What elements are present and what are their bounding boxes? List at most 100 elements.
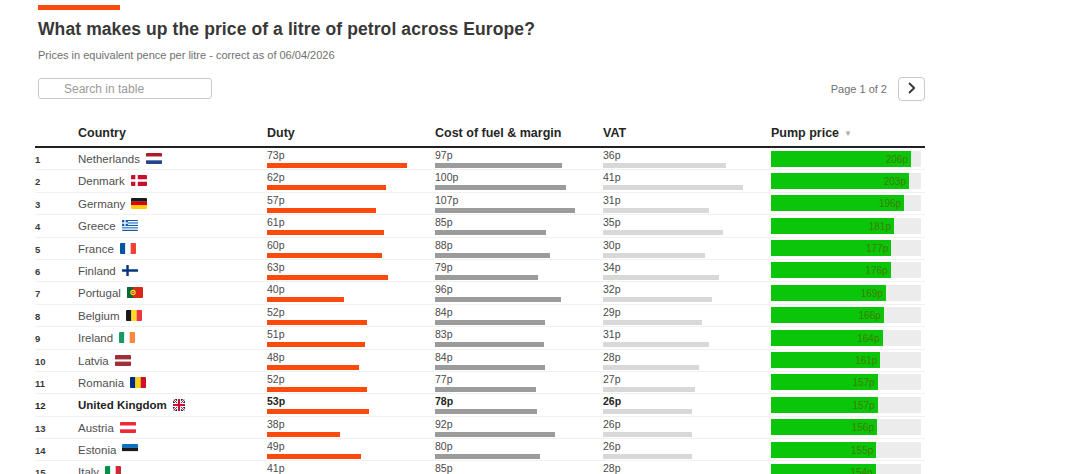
vat-bar: [603, 409, 692, 414]
rank-cell: 6: [35, 260, 78, 281]
pump-price-track: 206p: [771, 151, 921, 167]
table-row: 2 Denmark 62p 100p 41p 203p: [35, 170, 925, 192]
table-header-row: Country Duty Cost of fuel & margin VAT P…: [35, 126, 925, 148]
vat-cell: 35p: [603, 215, 771, 236]
cost-of-fuel-margin-bar: [435, 365, 545, 370]
pump-price-bar: 164p: [771, 330, 883, 346]
vat-cell: 34p: [603, 260, 771, 281]
table-row: 7 Portugal 40p 96p 32p 169p: [35, 282, 925, 304]
vat-cell: 28p: [603, 461, 771, 474]
cost-of-fuel-margin-bar: [435, 275, 538, 280]
flag-ie-icon: [119, 332, 135, 343]
pump-price-track: 177p: [771, 240, 921, 256]
cost-of-fuel-margin-bar: [435, 230, 546, 235]
pump-price-cell: 157p: [771, 372, 925, 393]
rank-cell: 1: [35, 148, 78, 169]
pump-price-cell: 166p: [771, 305, 925, 326]
vat-cell: 32p: [603, 282, 771, 303]
pump-price-track: 156p: [771, 419, 921, 435]
pump-price-bar: 166p: [771, 307, 884, 323]
search-input[interactable]: [38, 78, 212, 99]
pump-price-bar: 206p: [771, 151, 911, 167]
next-page-button[interactable]: [898, 77, 925, 101]
cost-of-fuel-margin-bar: [435, 185, 566, 190]
flag-fr-icon: [120, 243, 136, 254]
cost-of-fuel-margin-cell: 88p: [435, 238, 603, 259]
pump-price-track: 196p: [771, 195, 921, 211]
table-controls: Page 1 of 2: [38, 77, 925, 101]
vat-bar: [603, 432, 692, 437]
duty-cell: 62p: [267, 170, 435, 191]
flag-it-icon: [105, 466, 121, 474]
cost-of-fuel-margin-cell: 100p: [435, 170, 603, 191]
table-row: 6 Finland 63p 79p 34p 176p: [35, 260, 925, 282]
duty-bar: [267, 185, 386, 190]
rank-cell: 10: [35, 350, 78, 371]
pump-price-cell: 177p: [771, 238, 925, 259]
table-row: 5 France 60p 88p 30p 177p: [35, 238, 925, 260]
vat-cell: 31p: [603, 327, 771, 348]
rank-cell: 4: [35, 215, 78, 236]
country-cell: Latvia: [78, 350, 267, 371]
cost-of-fuel-margin-cell: 84p: [435, 350, 603, 371]
pump-price-cell: 157p: [771, 394, 925, 415]
cost-of-fuel-margin-cell: 85p: [435, 215, 603, 236]
table-row: 4 Greece 61p 85p 35p 181p: [35, 215, 925, 237]
duty-cell: 40p: [267, 282, 435, 303]
flag-at-icon: [120, 422, 136, 433]
header-duty[interactable]: Duty: [267, 126, 435, 140]
pump-price-bar: 156p: [771, 419, 877, 435]
cost-of-fuel-margin-cell: 92p: [435, 417, 603, 438]
vat-cell: 26p: [603, 439, 771, 460]
cost-of-fuel-margin-bar: [435, 409, 537, 414]
cost-of-fuel-margin-bar: [435, 432, 555, 437]
pump-price-cell: 154p: [771, 461, 925, 474]
pump-price-track: 181p: [771, 218, 921, 234]
rank-cell: 2: [35, 170, 78, 191]
duty-bar: [267, 409, 369, 414]
header-pump-price-label: Pump price: [771, 126, 839, 140]
table-row: 10 Latvia 48p 84p 28p 161p: [35, 350, 925, 372]
cost-of-fuel-margin-bar: [435, 208, 575, 213]
flag-lv-icon: [115, 355, 131, 366]
vat-cell: 26p: [603, 394, 771, 415]
vat-bar: [603, 275, 719, 280]
petrol-table: Country Duty Cost of fuel & margin VAT P…: [35, 126, 925, 474]
cost-of-fuel-margin-bar: [435, 297, 561, 302]
country-cell: Netherlands: [78, 148, 267, 169]
cost-of-fuel-margin-cell: 77p: [435, 372, 603, 393]
cost-of-fuel-margin-cell: 96p: [435, 282, 603, 303]
vat-bar: [603, 454, 692, 459]
rank-cell: 11: [35, 372, 78, 393]
country-cell: United Kingdom: [78, 394, 267, 415]
cost-of-fuel-margin-cell: 97p: [435, 148, 603, 169]
header-pump-price[interactable]: Pump price ▼: [771, 126, 925, 140]
pump-price-track: 176p: [771, 262, 921, 278]
header-vat[interactable]: VAT: [603, 126, 771, 140]
vat-bar: [603, 342, 709, 347]
pump-price-bar: 203p: [771, 173, 909, 189]
duty-bar: [267, 454, 361, 459]
flag-ee-icon: [122, 444, 138, 455]
vat-bar: [603, 365, 699, 370]
duty-cell: 63p: [267, 260, 435, 281]
pump-price-track: 166p: [771, 307, 921, 323]
pump-price-cell: 196p: [771, 193, 925, 214]
country-cell: Finland: [78, 260, 267, 281]
header-country[interactable]: Country: [78, 126, 267, 140]
vat-bar: [603, 163, 726, 168]
pump-price-track: 155p: [771, 442, 921, 458]
duty-bar: [267, 387, 367, 392]
duty-cell: 60p: [267, 238, 435, 259]
table-row: 9 Ireland 51p 83p 31p 164p: [35, 327, 925, 349]
vat-cell: 26p: [603, 417, 771, 438]
header-cost-of-fuel[interactable]: Cost of fuel & margin: [435, 126, 603, 140]
country-cell: France: [78, 238, 267, 259]
accent-bar: [38, 5, 120, 10]
sort-desc-icon: ▼: [844, 129, 852, 138]
page-subtitle: Prices in equivalent pence per litre - c…: [38, 49, 925, 61]
country-cell: Austria: [78, 417, 267, 438]
rank-cell: 13: [35, 417, 78, 438]
duty-cell: 48p: [267, 350, 435, 371]
vat-bar: [603, 387, 695, 392]
